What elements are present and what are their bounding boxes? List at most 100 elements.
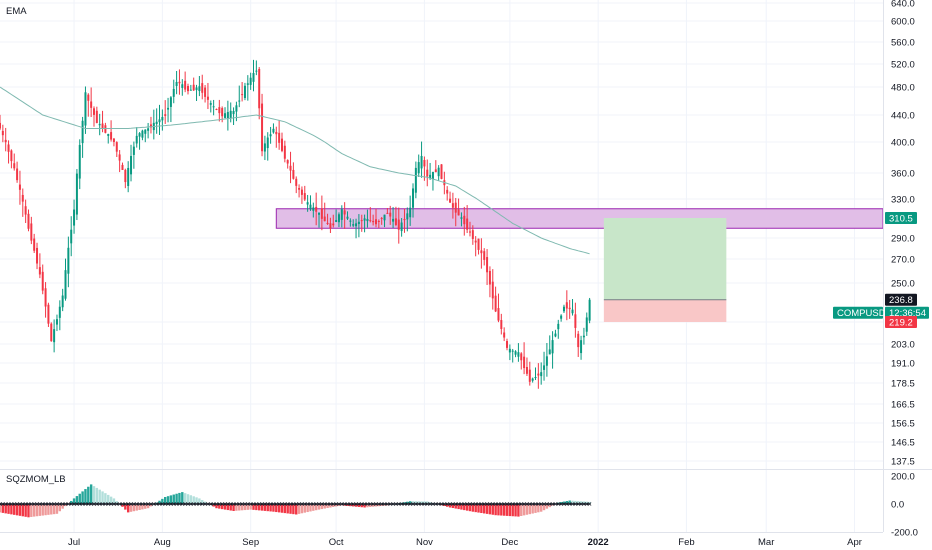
squeeze-dot <box>174 502 179 506</box>
candle-body <box>574 314 577 328</box>
histogram-bar <box>369 504 372 507</box>
squeeze-dot <box>334 502 338 506</box>
ema-indicator-label[interactable]: EMA <box>6 6 27 17</box>
histogram-bar <box>363 504 366 508</box>
candle-body <box>261 103 264 152</box>
histogram-bar <box>58 504 62 512</box>
squeeze-dot <box>237 502 242 506</box>
candle-body <box>149 124 152 128</box>
candle-body <box>112 138 115 142</box>
candle-body <box>81 120 84 144</box>
squeeze-dot <box>132 502 136 506</box>
candle-body <box>451 203 454 208</box>
squeeze-dot <box>419 502 424 506</box>
candle-body <box>406 213 409 220</box>
candle-body <box>115 142 118 152</box>
squeeze-dot <box>243 502 247 506</box>
candle-body <box>130 155 133 175</box>
candle-body <box>226 112 229 119</box>
price-axis-label: 178.5 <box>891 379 915 390</box>
candle-body <box>383 214 386 221</box>
price-axis[interactable]: 640.0 600.0 560.0 520.0 480.0 440.0 400.0 360.0… <box>891 0 915 468</box>
squeeze-dot <box>528 502 532 506</box>
histogram-bar <box>343 504 346 506</box>
histogram-bar <box>440 504 443 506</box>
squeeze-dot <box>331 502 336 506</box>
histogram-bar <box>428 502 432 504</box>
histogram-bar <box>334 504 338 507</box>
candle-body <box>167 107 170 110</box>
candle-body <box>263 143 266 152</box>
histogram-bar <box>332 504 335 507</box>
squeeze-dot <box>231 502 236 506</box>
resistance-price-tag: 310.5 <box>885 212 917 225</box>
squeeze-dot <box>539 502 543 506</box>
squeeze-dot <box>342 502 347 506</box>
squeeze-dot <box>38 502 42 506</box>
histogram-bar <box>144 504 147 509</box>
histogram-bar <box>18 504 22 516</box>
histogram-bar <box>477 504 480 513</box>
histogram-bar <box>380 504 383 506</box>
candle-body <box>124 169 127 183</box>
histogram-bar <box>317 504 321 510</box>
squeeze-dot <box>468 502 472 506</box>
squeeze-dot <box>453 502 458 506</box>
histogram-bar <box>52 504 56 515</box>
price-axis-label: 146.5 <box>891 438 915 449</box>
symbol-tag: COMPUSDT <box>833 306 892 319</box>
long-stop-zone[interactable] <box>603 299 727 322</box>
histogram-bar <box>266 504 269 512</box>
histogram-bar <box>1 504 5 513</box>
candle-body <box>280 138 283 151</box>
squeeze-dot <box>510 502 515 506</box>
histogram-bar <box>212 504 215 507</box>
histogram-bar <box>243 504 247 511</box>
squeeze-dot <box>553 502 558 506</box>
candle-body <box>326 222 329 225</box>
long-target-zone[interactable] <box>603 218 727 300</box>
histogram-bar <box>158 500 161 504</box>
squeeze-dot <box>428 502 432 506</box>
candle-body <box>238 100 241 102</box>
histogram-bar <box>531 504 534 514</box>
squeeze-dot <box>405 502 410 506</box>
squeeze-dot <box>351 502 355 506</box>
squeeze-dot <box>191 502 196 506</box>
candle-body <box>355 223 358 227</box>
time-axis[interactable]: Jul Aug Sep Oct Nov Dec 2022 Feb Mar Apr <box>68 537 862 548</box>
squeeze-dot <box>414 502 418 506</box>
candle-body <box>218 107 221 114</box>
histogram-bar <box>468 504 472 512</box>
countdown-tag: 12:36:54 <box>885 306 929 319</box>
histogram-bar <box>483 504 486 514</box>
squeeze-dot <box>18 502 22 506</box>
histogram-bar <box>98 489 101 504</box>
squeeze-dot <box>80 502 85 506</box>
candle-body <box>488 270 491 285</box>
histogram-bar <box>579 501 583 504</box>
squeeze-dot <box>576 502 581 506</box>
squeeze-dot <box>0 502 2 506</box>
histogram-bar <box>306 504 309 513</box>
candle-body <box>275 131 278 135</box>
histogram-bar <box>283 504 287 514</box>
histogram-bar <box>198 498 201 504</box>
candle-body <box>286 160 289 164</box>
sqzmom-indicator-label[interactable]: SQZMOM_LB <box>6 474 66 485</box>
histogram-bar <box>386 504 389 506</box>
candle-body <box>235 105 238 112</box>
histogram-bar <box>545 504 549 509</box>
histogram-bar <box>27 504 30 518</box>
candle-body <box>551 340 554 354</box>
candle-body <box>44 288 47 307</box>
histogram-bar <box>240 504 244 511</box>
squeeze-dot <box>579 502 583 506</box>
histogram-bar <box>454 504 457 509</box>
indicator-axis[interactable]: 200.0 0.0 -200.0 <box>891 472 918 539</box>
candle-body <box>75 173 78 215</box>
candle-body <box>588 299 591 321</box>
histogram-bar <box>460 504 463 510</box>
squeeze-dot <box>43 502 48 506</box>
